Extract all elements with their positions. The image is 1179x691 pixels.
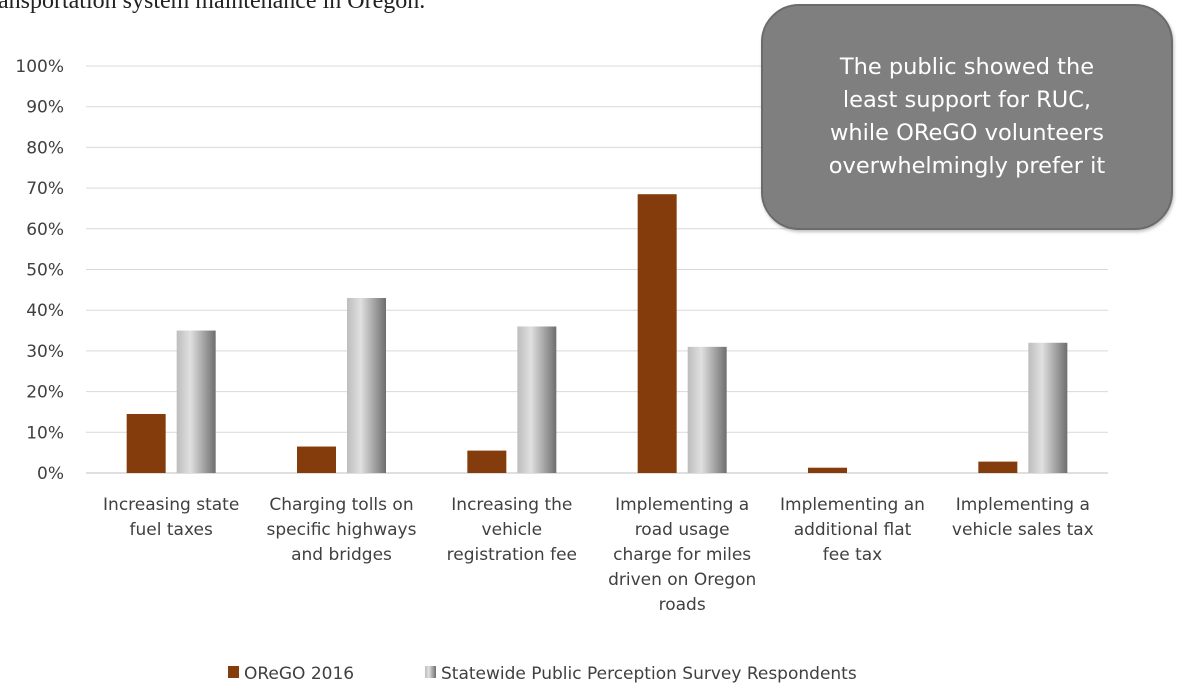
y-tick-label: 10% [26, 423, 64, 443]
legend: OReGO 2016 Statewide Public Perception Su… [228, 664, 857, 684]
bar-orego-2016 [978, 461, 1018, 473]
category-label: Charging tolls on specific highways and br… [267, 495, 417, 565]
bar-statewide-survey [1028, 342, 1068, 473]
y-tick-label: 40% [26, 301, 64, 321]
category-labels: Increasing state fuel taxes Charging tolls… [103, 495, 1094, 615]
legend-swatch-statewide [425, 666, 436, 678]
intro-text-fragment: ansportation system maintenance in Orego… [0, 0, 426, 14]
y-tick-label: 0% [37, 464, 64, 484]
callout-text: The public showed the least support for … [828, 54, 1106, 179]
category-label: Increasing the vehicle registration fee [447, 495, 577, 565]
y-tick-label: 20% [26, 383, 64, 403]
bar-statewide-survey [176, 330, 216, 473]
legend-swatch-orego [228, 666, 239, 678]
y-tick-label: 90% [26, 98, 64, 118]
callout-box: The public showed the least support for … [761, 4, 1173, 230]
bar-statewide-survey [347, 297, 386, 473]
y-axis-ticks: 0% 10% 20% 30% 40% 50% 60% 70% 80% 90% 100% [15, 57, 64, 484]
bar-statewide-survey [687, 346, 727, 473]
category-label: Implementing a vehicle sales tax [952, 495, 1094, 540]
bars [126, 194, 1068, 473]
legend-label-orego: OReGO 2016 [244, 664, 354, 684]
y-tick-label: 50% [26, 261, 64, 281]
category-label: Implementing a road usage charge for miles… [608, 495, 756, 615]
y-tick-label: 70% [26, 179, 64, 199]
y-tick-label: 80% [26, 138, 64, 158]
category-label: Implementing an additional flat fee tax [780, 495, 925, 565]
bar-orego-2016 [637, 194, 677, 473]
bar-statewide-survey [517, 326, 557, 473]
bar-orego-2016 [467, 450, 507, 473]
bar-orego-2016 [808, 467, 847, 473]
category-label: Increasing state fuel taxes [103, 495, 239, 540]
legend-label-statewide: Statewide Public Perception Survey Respo… [441, 664, 857, 684]
bar-orego-2016 [297, 446, 336, 473]
y-tick-label: 60% [26, 220, 64, 240]
y-tick-label: 30% [26, 342, 64, 362]
y-tick-label: 100% [15, 57, 64, 77]
bar-orego-2016 [126, 413, 166, 473]
